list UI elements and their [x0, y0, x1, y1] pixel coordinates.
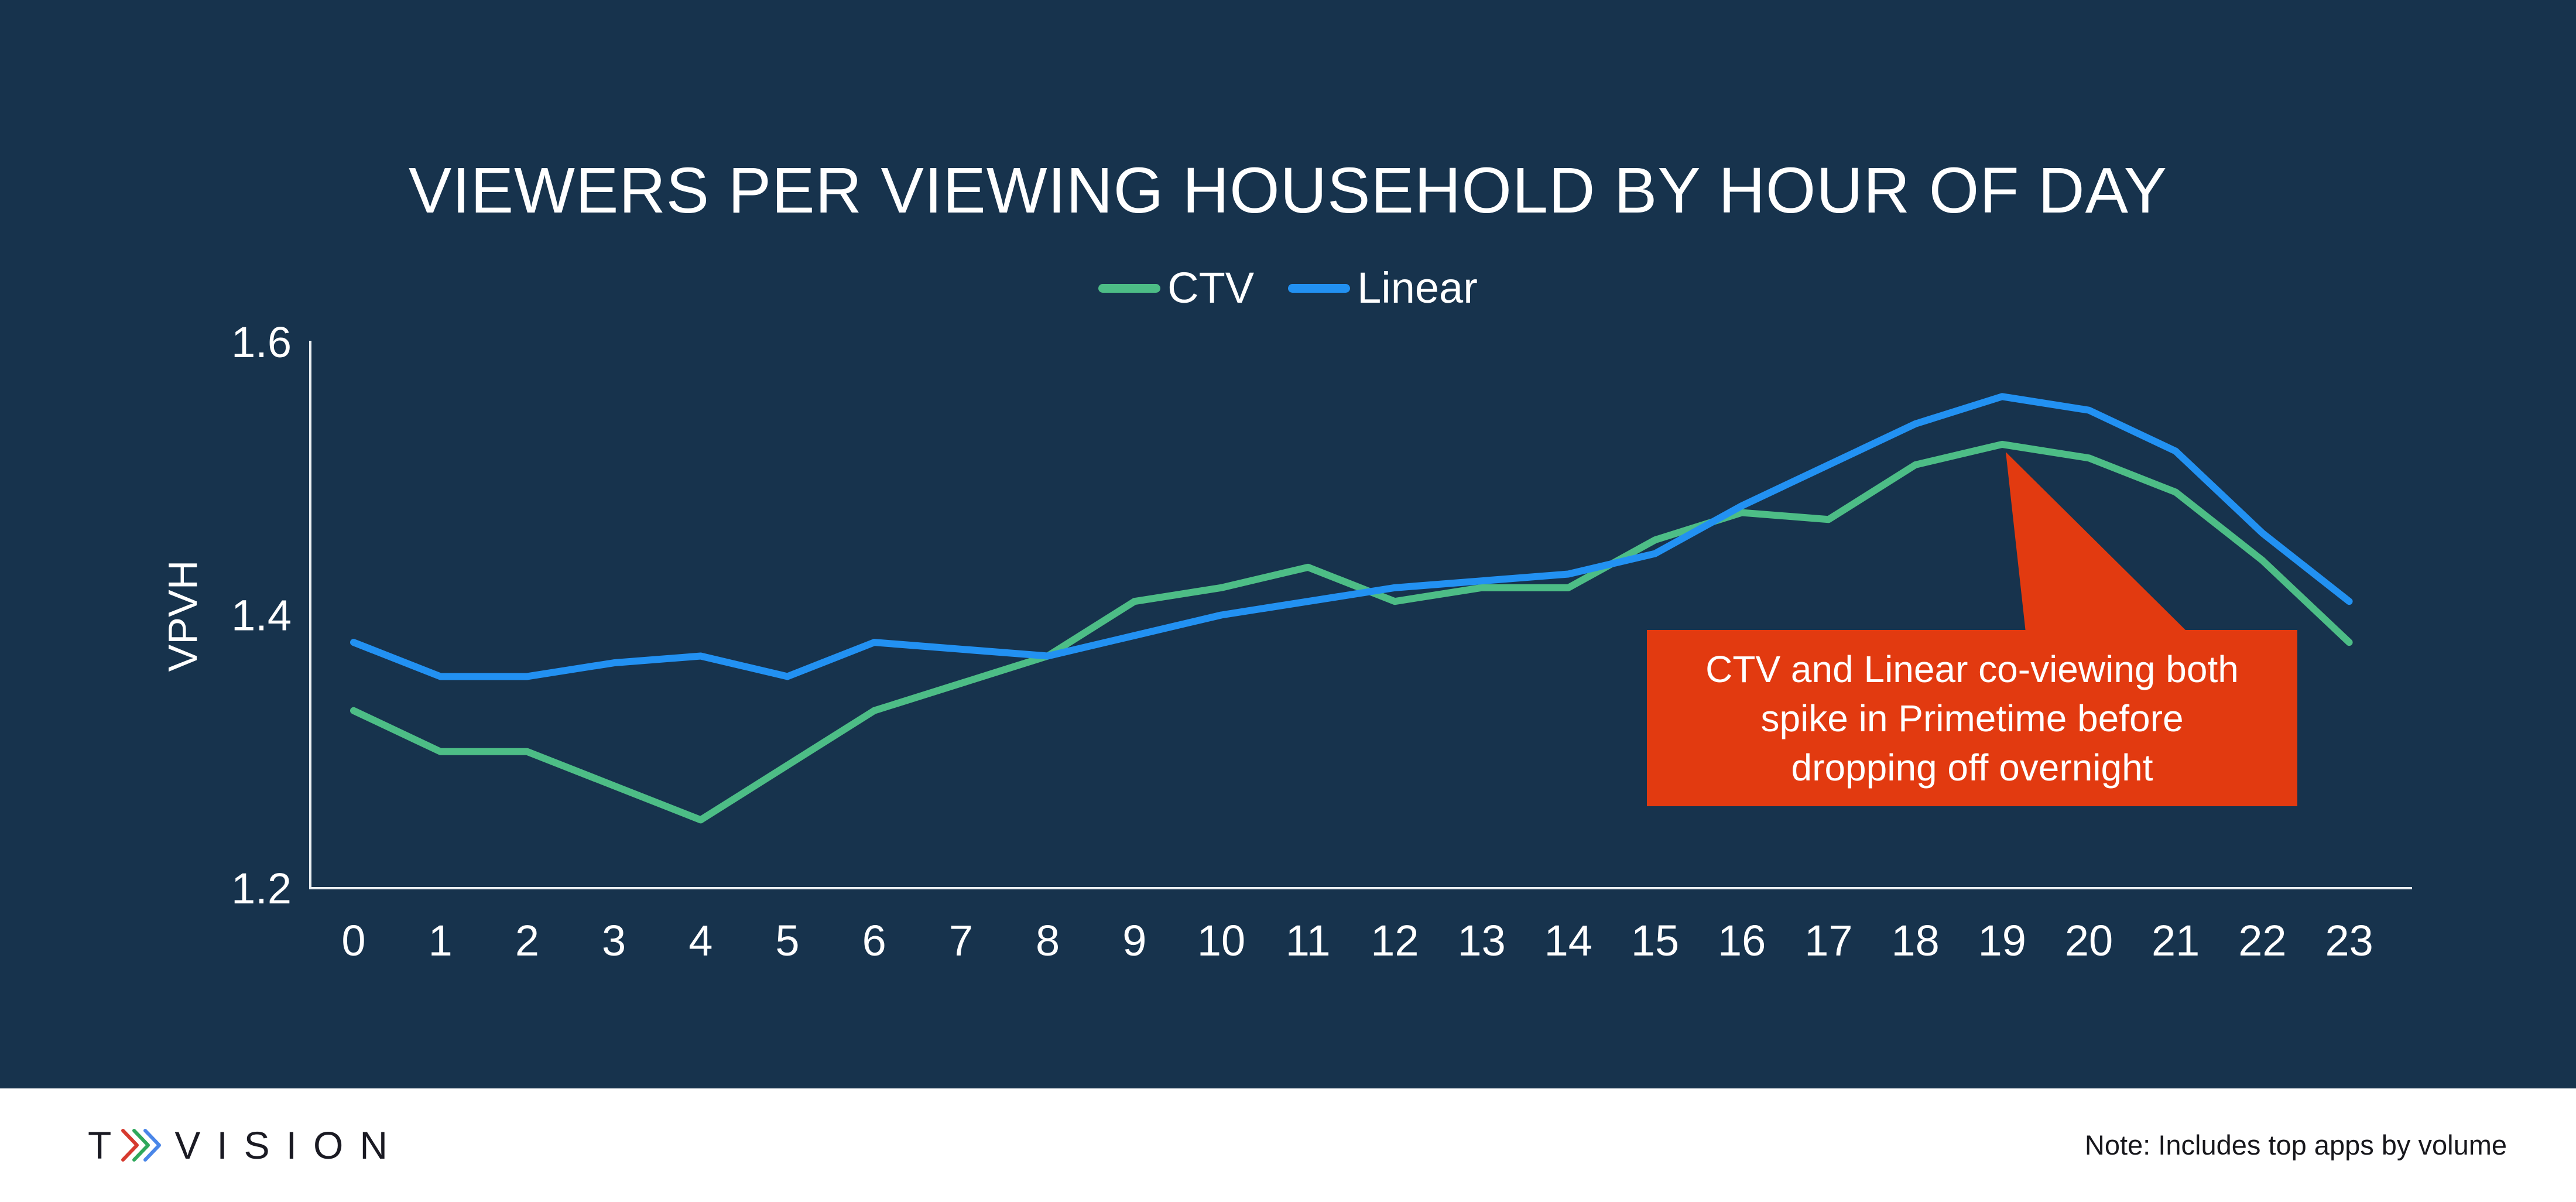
series-line-linear — [350, 393, 2353, 680]
x-tick-label: 10 — [1197, 916, 1245, 965]
x-tick-label: 11 — [1286, 916, 1331, 965]
y-tick-label: 1.4 — [231, 591, 292, 640]
x-tick-label: 15 — [1631, 916, 1679, 965]
logo-word-vision: VISION — [174, 1124, 405, 1167]
chart-title: VIEWERS PER VIEWING HOUSEHOLD BY HOUR OF… — [408, 155, 2168, 227]
logo-chevron-blue — [143, 1129, 162, 1162]
x-tick-label: 20 — [2065, 916, 2113, 965]
x-tick-label: 9 — [1122, 916, 1146, 965]
x-tick-label: 18 — [1891, 916, 1939, 965]
logo-letter-t: T — [88, 1124, 114, 1167]
x-tick-label: 17 — [1804, 916, 1852, 965]
legend: CTV Linear — [0, 266, 2576, 310]
callout-box: CTV and Linear co-viewing both spike in … — [1647, 630, 2297, 806]
y-tick-label: 1.6 — [231, 318, 292, 367]
logo-chevron-green — [132, 1129, 150, 1162]
linear-legend-label: Linear — [1357, 263, 1478, 312]
x-tick-label: 21 — [2152, 916, 2200, 965]
x-tick-label: 3 — [602, 916, 626, 965]
logo-chevron-red — [121, 1129, 139, 1162]
legend-item-linear: Linear — [1288, 266, 1478, 310]
x-tick-label: 22 — [2238, 916, 2286, 965]
x-tick-label: 6 — [862, 916, 886, 965]
x-tick-label: 14 — [1544, 916, 1592, 965]
legend-item-ctv: CTV — [1098, 266, 1254, 310]
ctv-legend-label: CTV — [1167, 263, 1255, 312]
x-tick-label: 12 — [1371, 916, 1419, 965]
callout-arrow — [2006, 452, 2188, 632]
callout-line-2: spike in Primetime before — [1760, 697, 2184, 739]
callout-line-1: CTV and Linear co-viewing both — [1705, 648, 2239, 690]
line-chart: 0 1 2 3 4 5 6 7 8 9 10 11 12 13 14 15 16 17 18 19 20 21 22 231.… — [231, 318, 2412, 965]
x-tick-label: 1 — [429, 916, 453, 965]
footer-note: Note: Includes top apps by volume — [2084, 1129, 2507, 1160]
x-tick-label: 8 — [1036, 916, 1060, 965]
logo-chevrons-icon — [121, 1129, 162, 1162]
callout-line-3: dropping off overnight — [1791, 746, 2153, 789]
x-tick-label: 5 — [775, 916, 799, 965]
x-tick-label: 23 — [2325, 916, 2373, 965]
tvision-logo: T VISION — [88, 1123, 404, 1167]
x-tick-label: 7 — [949, 916, 973, 965]
linear-line-swatch — [1288, 283, 1351, 293]
x-tick-label: 19 — [1978, 916, 2026, 965]
x-tick-label: 0 — [341, 916, 365, 965]
x-tick-label: 4 — [688, 916, 712, 965]
series-line-ctv — [350, 440, 2353, 824]
x-tick-label: 13 — [1457, 916, 1505, 965]
x-tick-label: 16 — [1718, 916, 1766, 965]
ctv-line-swatch — [1098, 283, 1161, 293]
chart-background: VIEWERS PER VIEWING HOUSEHOLD BY HOUR OF… — [0, 0, 2576, 1088]
y-tick-label: 1.2 — [231, 864, 292, 913]
x-tick-label: 2 — [515, 916, 539, 965]
